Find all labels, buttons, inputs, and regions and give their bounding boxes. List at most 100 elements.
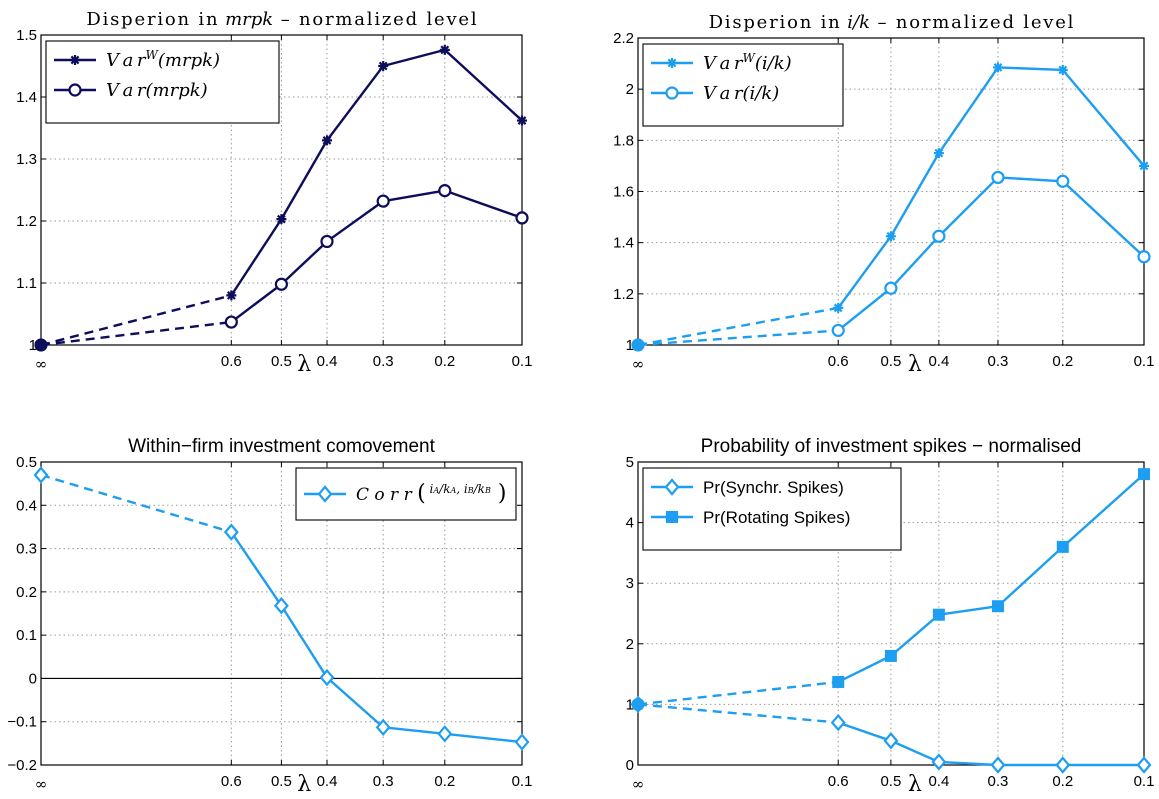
data-point [322,135,333,146]
x-tick-label: 0.6 [828,773,849,790]
data-point [320,234,334,249]
chart-panel-1: D i s p e r i o n i n mrpk – n o r m a l… [16,9,532,377]
x-tick-label: 0.5 [271,773,292,790]
legend: V a rW(i/k) V a r(i/k) [642,43,844,127]
y-tick-label: 2 [626,636,634,653]
data-point [1137,250,1151,264]
data-point [224,315,238,329]
y-tick-label: 2.2 [613,30,634,47]
x-tick-label: ∞ [35,355,48,373]
data-point [991,170,1005,185]
chart-panel-4: Probability of investment spikes − norma… [626,436,1155,797]
x-tick-label: 0.1 [1134,773,1155,790]
legend-label: V a rW(i/k) [703,51,792,74]
y-tick-label: 1.5 [16,27,37,44]
legend-label: V a r(i/k) [703,83,779,104]
series-2 [631,170,1151,352]
series-2 [34,184,529,352]
data-point [439,44,450,55]
series-segment-dashed [637,680,839,706]
data-point [33,466,49,484]
x-tick-label: 0.4 [928,353,949,370]
data-point [1056,540,1069,553]
data-point [831,323,845,338]
x-tick-label: 0.5 [880,773,901,790]
legend: Pr(Synchr. Spikes) Pr(Rotating Spikes) [642,467,902,551]
legend-label: Pr(Rotating Spikes) [703,508,850,527]
y-tick-label: 2 [626,81,634,98]
data-point [376,194,390,208]
series-line [230,189,523,324]
chart-title: D i s p e r i o n i n i/k – n o r m a l … [709,12,1074,33]
y-tick-label: 0.1 [16,627,37,644]
series-segment-dashed [40,320,232,347]
data-point [437,725,453,743]
x-tick-label: 0.2 [434,353,455,370]
series-line [230,531,523,744]
series-segment-dashed [637,703,839,724]
data-point [1057,64,1068,75]
data-point [833,302,844,313]
y-tick-label: 0.4 [16,497,37,514]
x-tick-label: 0.4 [928,773,949,790]
data-point [884,281,898,295]
legend-marker [664,478,680,496]
data-point [931,753,947,771]
x-tick-label: 0.6 [221,353,242,370]
series-line [837,176,1145,332]
legend-marker [317,485,333,503]
y-tick-label: 0.5 [16,454,37,471]
data-point [631,338,645,352]
x-tick-label: 0.4 [317,353,338,370]
data-point [276,214,287,225]
data-point [438,184,452,198]
x-tick-label: 0.5 [271,353,292,370]
data-point [883,732,899,750]
series-segment-dashed [40,473,232,534]
legend-box [642,43,844,127]
legend-marker [665,86,679,100]
legend-label: Pr(Synchr. Spikes) [703,478,844,497]
x-tick-label: 0.1 [512,353,533,370]
legend-marker [70,55,80,65]
y-tick-label: 1.3 [16,151,37,168]
x-tick-label: 0.1 [512,773,533,790]
x-axis-label: λ [297,772,311,797]
data-point [830,713,846,732]
y-tick-label: −0.1 [7,714,37,731]
legend-box [642,467,902,551]
y-tick-label: 3 [626,575,634,592]
y-tick-label: 5 [626,454,634,471]
y-tick-label: 1.2 [613,286,634,303]
series-line [230,48,523,297]
series-2 [631,468,1150,711]
data-point [226,290,237,301]
data-point [932,608,945,621]
x-tick-label: ∞ [632,775,645,793]
data-point [885,231,896,242]
x-tick-label: 0.2 [1052,773,1073,790]
series-line [837,721,1144,767]
y-tick-label: −0.2 [7,757,37,774]
legend-label: V a rW(mrpk) [106,48,220,71]
series-segment-dashed [40,294,232,347]
y-tick-label: 1.4 [16,89,37,106]
legend-label: C o r r ( iA/kA, iB/kB ) [356,481,506,506]
data-point [273,597,289,615]
y-tick-label: 4 [626,515,634,532]
chart-panel-2: D i s p e r i o n i n i/k – n o r m a l … [613,12,1154,377]
x-axis-label: λ [908,352,922,377]
data-point [375,718,391,737]
legend: C o r r ( iA/kA, iB/kB ) [295,467,517,521]
x-tick-label: 0.3 [988,353,1009,370]
y-tick-label: 1.6 [613,184,634,201]
data-point [991,600,1004,613]
data-point [1136,756,1152,774]
legend: V a rW(mrpk) V a r(mrpk) [45,40,280,124]
series-1 [630,695,1152,774]
x-tick-label: 0.2 [434,773,455,790]
chart-title: D i s p e r i o n i n mrpk – n o r m a l… [86,9,476,30]
x-tick-label: 0.6 [828,353,849,370]
x-tick-label: 0.4 [317,773,338,790]
